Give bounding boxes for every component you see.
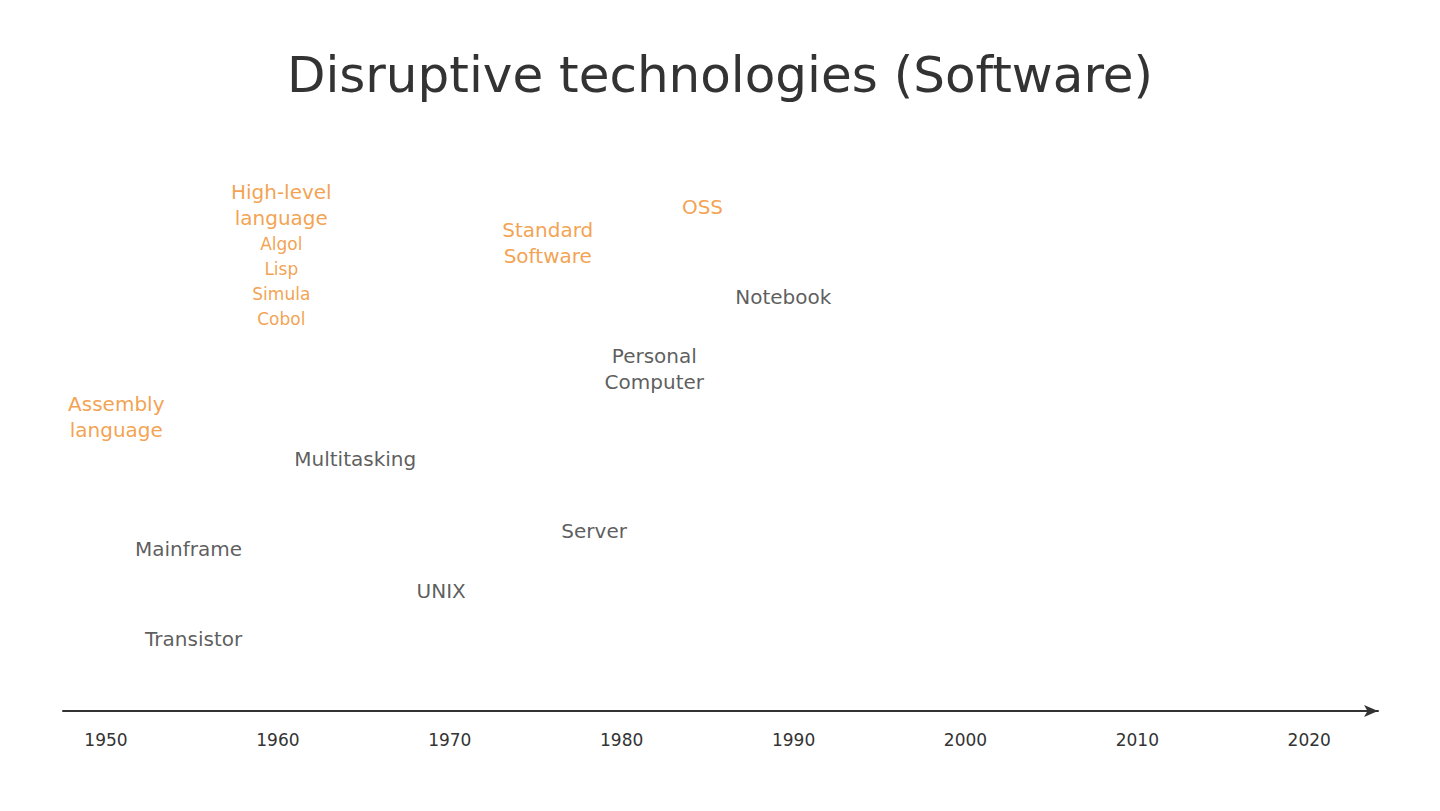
svg-text:Cobol: Cobol [257, 309, 305, 329]
svg-text:2020: 2020 [1288, 730, 1331, 750]
svg-text:Multitasking: Multitasking [294, 447, 416, 471]
svg-text:Software: Software [504, 244, 592, 268]
svg-text:2010: 2010 [1116, 730, 1159, 750]
svg-text:Assembly: Assembly [68, 392, 165, 416]
svg-text:Disruptive technologies (Softw: Disruptive technologies (Software) [287, 46, 1153, 104]
svg-text:Notebook: Notebook [735, 285, 832, 309]
svg-text:High-level: High-level [231, 180, 332, 204]
svg-text:Standard: Standard [502, 218, 593, 242]
svg-text:Algol: Algol [260, 234, 302, 254]
svg-text:Mainframe: Mainframe [135, 537, 242, 561]
svg-text:1960: 1960 [256, 730, 299, 750]
svg-text:2000: 2000 [944, 730, 987, 750]
svg-text:OSS: OSS [682, 195, 723, 219]
svg-text:language: language [235, 206, 328, 230]
svg-text:Personal: Personal [612, 344, 697, 368]
svg-text:UNIX: UNIX [417, 579, 466, 603]
svg-text:1970: 1970 [428, 730, 471, 750]
svg-text:1990: 1990 [772, 730, 815, 750]
svg-text:language: language [70, 418, 163, 442]
svg-text:Simula: Simula [252, 284, 310, 304]
svg-text:Computer: Computer [605, 370, 705, 394]
svg-text:Transistor: Transistor [144, 627, 243, 651]
svg-text:1950: 1950 [84, 730, 127, 750]
svg-text:Lisp: Lisp [264, 259, 298, 279]
svg-text:Server: Server [561, 519, 627, 543]
svg-text:1980: 1980 [600, 730, 643, 750]
